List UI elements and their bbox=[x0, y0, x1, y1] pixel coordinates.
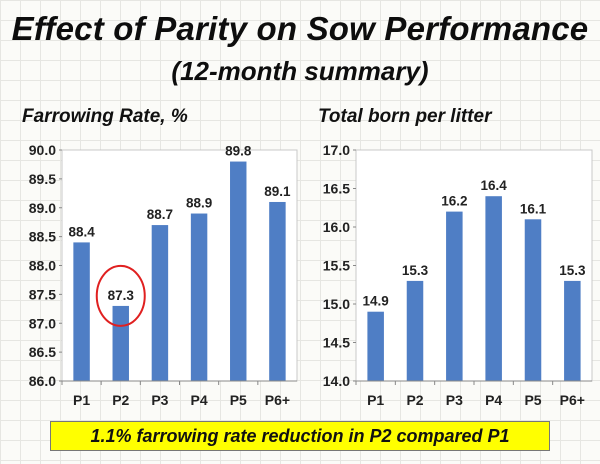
farrowing-y-tick-label: 89.5 bbox=[29, 171, 56, 187]
farrowing-data-label: 88.7 bbox=[147, 207, 173, 222]
farrowing-x-tick-label: P5 bbox=[230, 392, 247, 408]
farrowing-data-label: 87.3 bbox=[108, 288, 135, 303]
total-born-plot-area bbox=[355, 149, 593, 382]
farrowing-y-tick-label: 88.0 bbox=[29, 258, 56, 274]
total-born-data-label: 16.1 bbox=[520, 201, 547, 216]
farrowing-y-tick-label: 88.5 bbox=[29, 229, 56, 245]
total-born-y-tick-label: 14.0 bbox=[323, 373, 350, 389]
farrowing-y-tick-label: 86.5 bbox=[29, 344, 56, 360]
farrowing-bar bbox=[269, 201, 286, 381]
farrowing-x-tick-label: P2 bbox=[112, 392, 129, 408]
total-born-bar bbox=[367, 311, 384, 381]
farrowing-data-label: 88.9 bbox=[186, 196, 212, 211]
farrowing-highlight-circle bbox=[95, 264, 146, 327]
farrowing-y-tick-label: 89.0 bbox=[29, 200, 56, 216]
total-born-chart-title: Total born per litter bbox=[318, 106, 492, 127]
slide-subtitle: (12-month summary) bbox=[171, 56, 429, 86]
total-born-y-tick-label: 16.5 bbox=[323, 181, 350, 197]
total-born-data-label: 16.4 bbox=[481, 178, 508, 193]
total-born-bar bbox=[406, 280, 424, 381]
total-born-x-tick-label: P2 bbox=[406, 392, 423, 408]
total-born-x-tick-label: P5 bbox=[524, 392, 541, 408]
farrowing-x-tick-label: P1 bbox=[73, 392, 90, 408]
farrowing-bar bbox=[73, 242, 90, 381]
total-born-bar bbox=[564, 280, 581, 381]
total-born-x-tick-label: P1 bbox=[367, 392, 384, 408]
farrowing-y-tick-label: 87.5 bbox=[29, 286, 56, 302]
farrowing-data-label: 89.8 bbox=[225, 144, 252, 159]
total-born-data-label: 15.3 bbox=[402, 263, 429, 278]
total-born-bar bbox=[446, 211, 463, 381]
total-born-bar bbox=[524, 219, 542, 381]
total-born-data-label: 16.2 bbox=[441, 194, 467, 209]
farrowing-plot-area bbox=[61, 149, 298, 382]
total-born-y-tick-label: 15.5 bbox=[323, 258, 350, 274]
slide-title: Effect of Parity on Sow Performance bbox=[11, 10, 589, 47]
farrowing-bar bbox=[230, 161, 247, 381]
farrowing-bar bbox=[190, 213, 208, 381]
total-born-y-tick-label: 17.0 bbox=[323, 142, 350, 158]
total-born-y-tick-label: 15.0 bbox=[323, 296, 350, 312]
farrowing-data-label: 89.1 bbox=[264, 184, 291, 199]
farrowing-y-tick-label: 87.0 bbox=[29, 315, 56, 331]
farrowing-rate-chart-title: Farrowing Rate, % bbox=[22, 106, 188, 127]
farrowing-bar bbox=[151, 225, 169, 381]
farrowing-x-tick-label: P4 bbox=[191, 392, 208, 408]
summary-note: 1.1% farrowing rate reduction in P2 comp… bbox=[50, 421, 550, 451]
total-born-x-tick-label: P3 bbox=[446, 392, 463, 408]
total-born-data-label: 15.3 bbox=[559, 263, 586, 278]
farrowing-y-tick-label: 90.0 bbox=[29, 142, 56, 158]
farrowing-x-tick-label: P3 bbox=[151, 392, 168, 408]
farrowing-x-tick-label: P6+ bbox=[265, 392, 290, 408]
total-born-bar bbox=[485, 196, 502, 381]
total-born-data-label: 14.9 bbox=[363, 294, 389, 309]
total-born-y-tick-label: 16.0 bbox=[323, 219, 350, 235]
farrowing-data-label: 88.4 bbox=[68, 224, 95, 239]
total-born-x-tick-label: P4 bbox=[485, 392, 502, 408]
farrowing-y-tick-label: 86.0 bbox=[29, 373, 56, 389]
total-born-y-tick-label: 14.5 bbox=[323, 335, 350, 351]
total-born-x-tick-label: P6+ bbox=[560, 392, 585, 408]
